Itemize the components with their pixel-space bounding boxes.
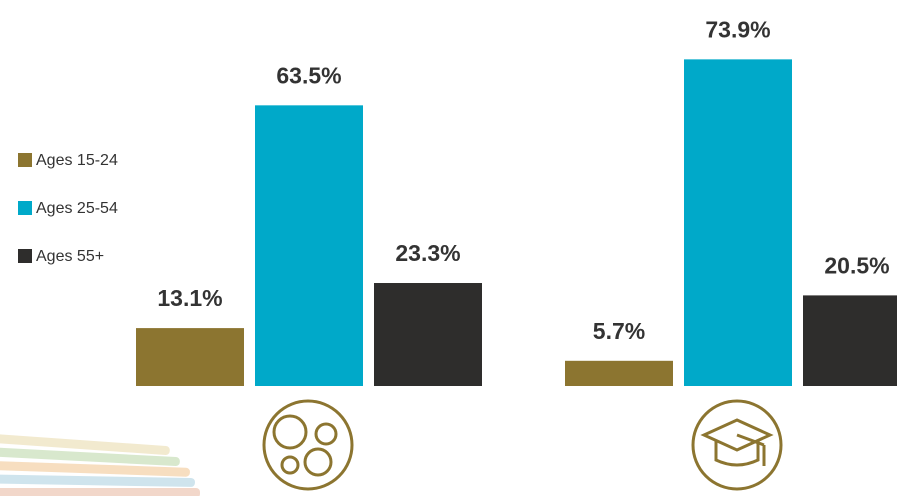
legend-label: Ages 55+ [36,248,104,265]
value-label: 13.1% [157,285,222,311]
bar [255,105,363,386]
value-label: 5.7% [593,318,645,344]
bar [565,360,673,386]
value-label: 63.5% [276,62,341,88]
legend-swatch [18,201,32,215]
value-label: 20.5% [824,252,889,278]
legend-label: Ages 15-24 [36,152,118,169]
bar [374,283,482,386]
value-label: 23.3% [395,240,460,266]
legend-label: Ages 25-54 [36,200,118,217]
gears-icon [262,399,354,491]
bar [803,295,897,386]
legend-swatch [18,249,32,263]
value-label: 73.9% [705,16,770,42]
books-decoration [0,434,200,496]
graduation-icon [691,399,783,491]
legend-swatch [18,153,32,167]
bar [136,328,244,386]
bar [684,59,792,386]
